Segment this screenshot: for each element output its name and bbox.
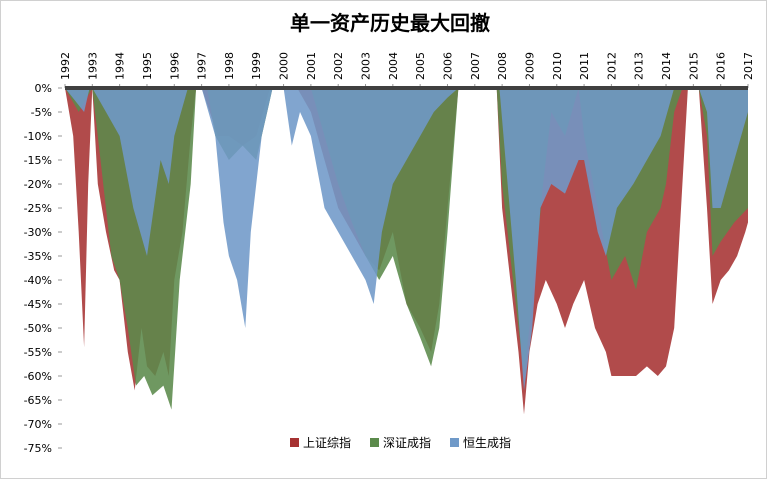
legend-swatch — [290, 438, 299, 447]
y-tick-label: -50% — [24, 322, 52, 335]
x-tick-label: 2016 — [715, 52, 728, 80]
x-tick-label: 2000 — [278, 52, 291, 80]
x-tick-label: 2006 — [441, 52, 454, 80]
y-tick-label: -40% — [24, 274, 52, 287]
legend-label: 深证成指 — [383, 435, 431, 450]
y-tick-label: -30% — [24, 226, 52, 239]
y-tick-label: -65% — [24, 394, 52, 407]
x-tick-label: 1997 — [196, 52, 209, 80]
x-tick-label: 2009 — [523, 52, 536, 80]
legend-label: 上证综指 — [303, 435, 351, 450]
y-tick-label: -55% — [24, 346, 52, 359]
x-tick-label: 2010 — [551, 52, 564, 80]
legend-label: 恒生成指 — [463, 435, 511, 450]
x-tick-label: 1998 — [223, 52, 236, 80]
x-tick-label: 1994 — [114, 52, 127, 80]
x-tick-label: 1993 — [86, 52, 99, 80]
legend-swatch — [450, 438, 459, 447]
x-tick-label: 1995 — [141, 52, 154, 80]
x-tick-label: 2012 — [605, 52, 618, 80]
x-tick-label: 2011 — [578, 52, 591, 80]
y-tick-label: -20% — [24, 178, 52, 191]
x-tick-label: 2014 — [660, 52, 673, 80]
y-tick-label: -45% — [24, 298, 52, 311]
y-tick-label: -15% — [24, 154, 52, 167]
x-tick-label: 2013 — [633, 52, 646, 80]
x-tick-label: 2001 — [305, 52, 318, 80]
y-tick-label: -75% — [24, 442, 52, 455]
x-tick-label: 2017 — [742, 52, 755, 80]
area — [65, 88, 748, 391]
x-tick-label: 2005 — [414, 52, 427, 80]
y-tick-label: -5% — [31, 106, 52, 119]
x-tick-label: 2003 — [360, 52, 373, 80]
chart-title: 单一资产历史最大回撤 — [290, 11, 490, 35]
x-tick-label: 1999 — [250, 52, 263, 80]
x-tick-label: 1992 — [59, 52, 72, 80]
y-tick-label: -35% — [24, 250, 52, 263]
y-tick-label: -10% — [24, 130, 52, 143]
x-tick-label: 2008 — [496, 52, 509, 80]
y-tick-label: -25% — [24, 202, 52, 215]
x-tick-label: 2007 — [469, 52, 482, 80]
y-tick-label: -70% — [24, 418, 52, 431]
x-tick-label: 2002 — [332, 52, 345, 80]
x-tick-label: 2015 — [687, 52, 700, 80]
y-tick-label: 0% — [35, 82, 52, 95]
y-tick-label: -60% — [24, 370, 52, 383]
x-tick-label: 2004 — [387, 52, 400, 80]
x-tick-label: 1996 — [168, 52, 181, 80]
area — [65, 88, 748, 410]
legend-swatch — [370, 438, 379, 447]
